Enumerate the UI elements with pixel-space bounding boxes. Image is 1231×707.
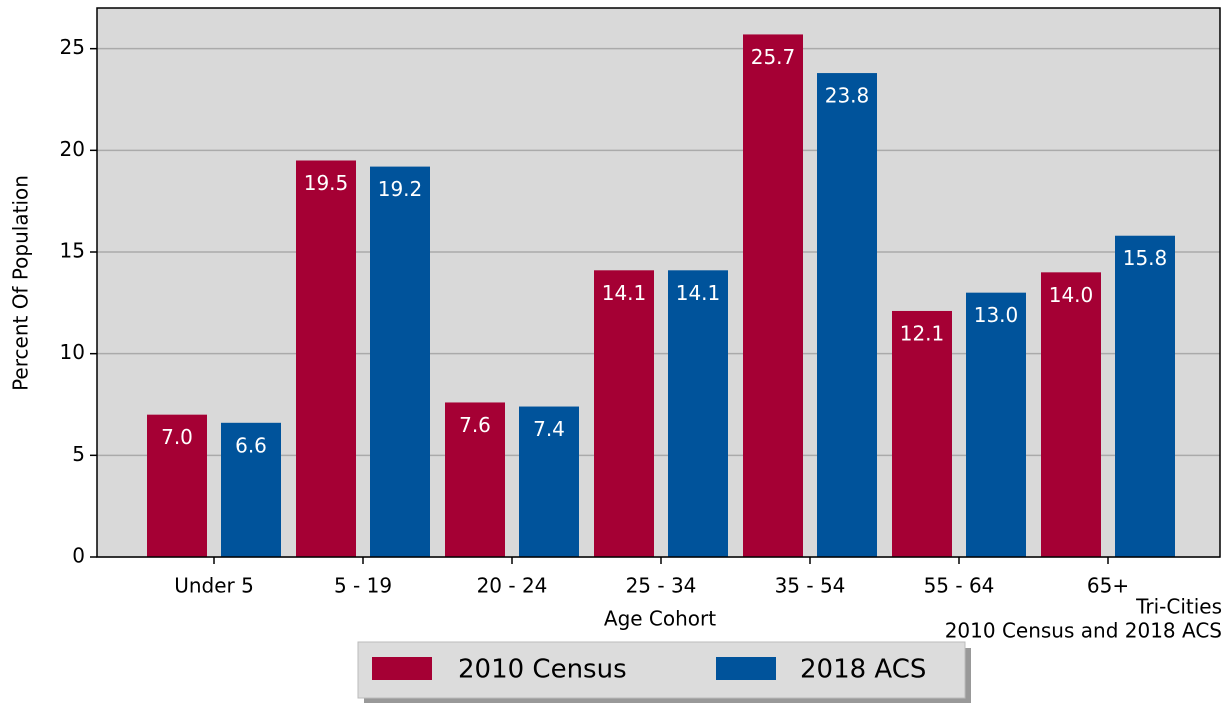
bar: [966, 292, 1026, 557]
y-tick-label: 25: [60, 35, 85, 59]
data-label: 14.0: [1049, 283, 1094, 307]
bar: [892, 310, 952, 557]
legend-swatch: [372, 657, 432, 680]
bar: [519, 406, 579, 557]
data-label: 7.6: [459, 413, 491, 437]
bar: [594, 270, 654, 557]
y-tick-label: 5: [72, 442, 85, 466]
x-tick-label: 65+: [1087, 574, 1129, 598]
annotation: Tri-Cities: [1135, 595, 1222, 619]
data-label: 19.2: [378, 177, 423, 201]
plot-area: [97, 8, 1220, 557]
bar: [668, 270, 728, 557]
legend-swatch: [716, 657, 776, 680]
x-tick-label: 35 - 54: [775, 574, 846, 598]
x-axis-label: Age Cohort: [604, 607, 716, 631]
legend: [357, 641, 966, 699]
y-tick-label: 10: [60, 340, 85, 364]
bar: [445, 402, 505, 557]
bar: [221, 422, 281, 557]
bar: [817, 73, 877, 558]
bar: [296, 160, 356, 557]
data-label: 14.1: [602, 281, 647, 305]
plot-frame: [96, 7, 1221, 558]
legend-label: 2010 Census: [458, 655, 627, 685]
data-label: 6.6: [235, 433, 267, 457]
x-tick-label: 25 - 34: [626, 574, 697, 598]
marks: 7.0 19.5 7.6 14.1 25.7 12.1 14.0 6.6 19.2 7.4 14.1…: [147, 34, 1175, 558]
bar: [743, 34, 803, 557]
x-tick-label: 5 - 19: [334, 574, 392, 598]
annotation: 2010 Census and 2018 ACS: [945, 619, 1222, 643]
y-tick-label: 0: [72, 544, 85, 568]
data-label: 23.8: [825, 84, 870, 108]
bar: [1041, 272, 1101, 557]
bar: [370, 166, 430, 557]
y-axis-label: Percent Of Population: [9, 175, 33, 391]
y-tick-label: 15: [60, 239, 85, 263]
legend-label: 2018 ACS: [800, 655, 926, 685]
data-label: 13.0: [974, 303, 1019, 327]
x-tick-label: Under 5: [174, 574, 254, 598]
y-tick-label: 20: [60, 137, 85, 161]
data-label: 12.1: [900, 321, 945, 345]
data-label: 14.1: [676, 281, 721, 305]
bar: [147, 414, 207, 557]
bar: [1115, 235, 1175, 557]
data-label: 7.4: [533, 417, 565, 441]
data-label: 19.5: [304, 171, 349, 195]
data-label: 25.7: [751, 45, 796, 69]
data-label: 15.8: [1123, 246, 1168, 270]
x-tick-label: 55 - 64: [924, 574, 995, 598]
data-label: 7.0: [161, 425, 193, 449]
x-tick-label: 20 - 24: [477, 574, 548, 598]
